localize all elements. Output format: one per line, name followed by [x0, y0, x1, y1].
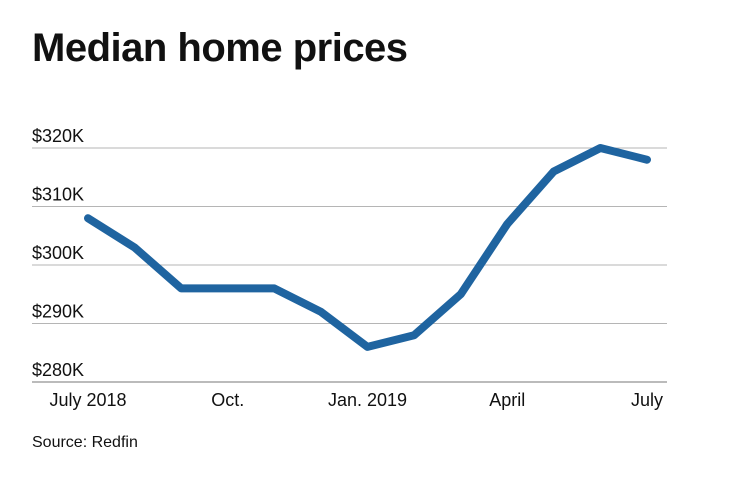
- x-tick-label: Jan. 2019: [328, 390, 407, 410]
- y-tick-label: $320K: [32, 126, 84, 146]
- x-tick-label: July 2018: [49, 390, 126, 410]
- y-tick-label: $300K: [32, 243, 84, 263]
- x-tick-label: Oct.: [211, 390, 244, 410]
- chart-title: Median home prices: [32, 26, 408, 70]
- y-tick-label: $280K: [32, 360, 84, 380]
- y-tick-label: $290K: [32, 302, 84, 322]
- x-tick-label: July: [631, 390, 663, 410]
- series-line: [84, 144, 651, 351]
- y-tick-label: $310K: [32, 185, 84, 205]
- x-tick-label: April: [489, 390, 525, 410]
- source-note: Source: Redfin: [32, 434, 138, 451]
